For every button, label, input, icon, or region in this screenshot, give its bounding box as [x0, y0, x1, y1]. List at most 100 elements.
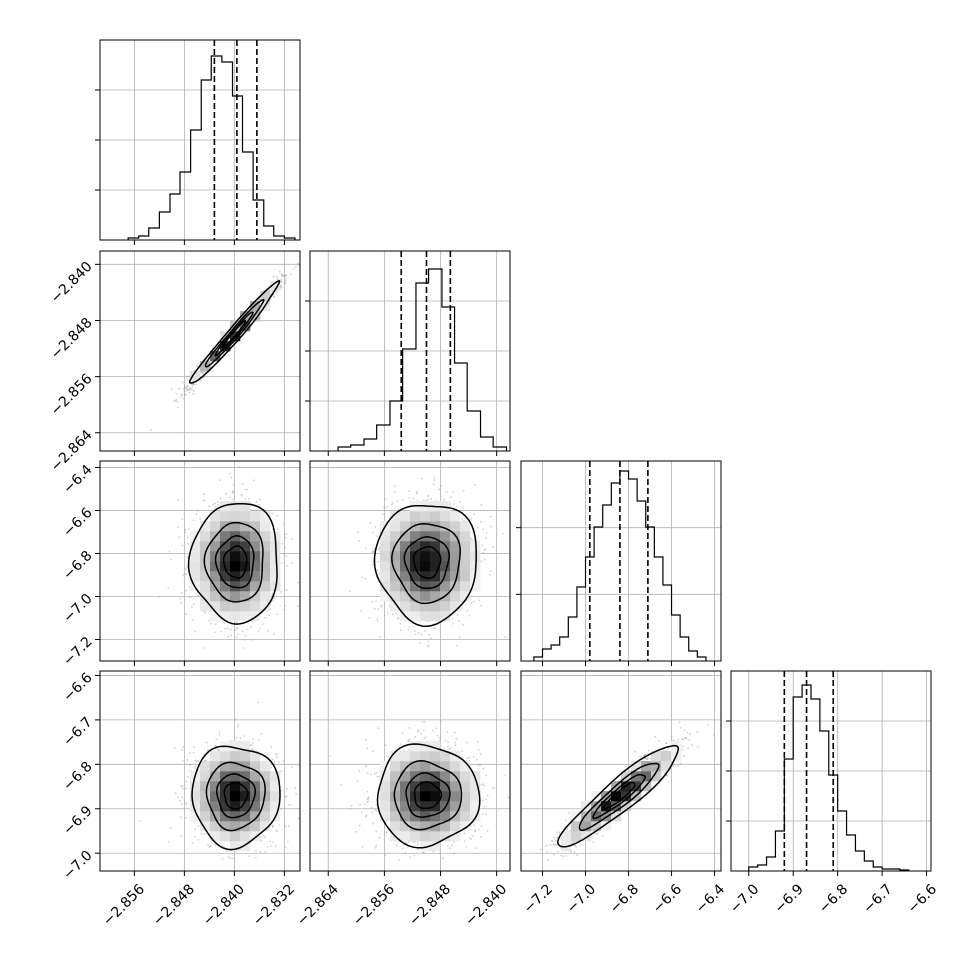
density-cell: [220, 591, 231, 602]
sample-point: [374, 846, 377, 849]
sample-point: [493, 786, 496, 789]
sample-point: [295, 792, 297, 795]
density-cell: [611, 791, 622, 802]
density-cell: [410, 531, 421, 542]
contour-line: [602, 781, 636, 811]
sample-point: [194, 828, 197, 831]
density-cell: [250, 611, 261, 622]
density-cell: [240, 781, 251, 792]
sample-point: [462, 489, 465, 492]
sample-point: [358, 770, 361, 773]
sample-point: [283, 275, 286, 278]
sample-point: [194, 630, 197, 633]
sample-point: [427, 640, 430, 643]
sample-point: [276, 756, 279, 759]
sample-point: [187, 528, 190, 530]
sample-point: [290, 562, 293, 565]
sample-point: [244, 498, 247, 501]
sample-point: [401, 732, 404, 734]
density-cell: [240, 541, 251, 552]
density-cell: [460, 581, 471, 592]
density-cell: [440, 521, 451, 532]
sample-point: [276, 278, 279, 281]
sample-point: [573, 851, 576, 854]
sample-point: [167, 587, 170, 590]
sample-point: [204, 611, 206, 614]
density-cell: [220, 531, 231, 542]
sample-point: [477, 764, 480, 767]
sample-point: [283, 523, 285, 525]
sample-point: [223, 621, 226, 624]
sample-point: [387, 756, 390, 758]
sample-point: [236, 626, 238, 629]
sample-point: [272, 295, 275, 298]
sample-point: [376, 618, 379, 620]
ytick-label-row-1-3: −2.840: [48, 259, 96, 307]
sample-point: [463, 832, 466, 835]
sample-point: [275, 753, 278, 755]
sample-point: [266, 629, 269, 632]
sample-point: [361, 576, 364, 579]
sample-point: [276, 613, 279, 615]
sample-point: [276, 830, 279, 833]
sample-point: [645, 753, 647, 756]
sample-point: [376, 775, 379, 778]
density-cell: [230, 811, 241, 822]
density-cell: [250, 801, 261, 812]
sample-point: [513, 890, 515, 892]
contour-line: [205, 761, 266, 832]
density-cell: [661, 751, 672, 762]
sample-point: [460, 600, 463, 603]
density-cell: [220, 771, 231, 782]
density-cell: [450, 821, 461, 832]
density-cell: [230, 581, 241, 592]
sample-point: [670, 735, 673, 738]
sample-point: [407, 740, 410, 742]
sample-point: [445, 739, 448, 742]
density-cell: [621, 801, 632, 812]
sample-point: [185, 573, 188, 576]
density-cell: [260, 531, 271, 542]
sample-point: [178, 387, 181, 390]
sample-point: [408, 496, 411, 499]
sample-point: [214, 744, 217, 747]
sample-point: [472, 756, 475, 758]
density-cell: [440, 561, 451, 572]
density-cell: [420, 781, 431, 792]
sample-point: [707, 723, 710, 726]
xtick-label-col-0-1: −2.848: [150, 881, 198, 929]
density-cell: [400, 561, 411, 572]
density-cell: [641, 761, 652, 772]
density-cell: [380, 571, 391, 582]
sample-point: [150, 429, 153, 432]
sample-point: [184, 787, 187, 790]
sample-point: [214, 502, 217, 505]
sample-point: [415, 491, 418, 494]
sample-point: [371, 750, 374, 753]
density-cell: [410, 801, 421, 812]
pair-1-2-density: [348, 476, 507, 648]
sample-point: [414, 633, 417, 636]
density-cell: [440, 831, 451, 842]
sample-point: [138, 819, 141, 822]
sample-point: [647, 749, 650, 752]
sample-point: [383, 614, 386, 617]
sample-point: [480, 825, 483, 828]
sample-point: [249, 626, 252, 629]
sample-point: [227, 635, 230, 638]
xtick-label-col-0-3: −2.832: [250, 881, 298, 929]
hist-panel-2-background: [521, 461, 721, 661]
sample-point: [280, 284, 282, 287]
density-cell: [240, 601, 251, 612]
sample-point: [414, 736, 417, 738]
sample-point: [287, 804, 290, 807]
sample-point: [418, 642, 421, 645]
density-cell: [380, 561, 391, 572]
sample-point: [416, 843, 419, 846]
density-cell: [380, 531, 391, 542]
density-cell: [460, 771, 471, 782]
sample-point: [525, 877, 527, 879]
density-cell: [220, 801, 231, 812]
sample-point: [192, 842, 194, 844]
sample-point: [451, 844, 453, 847]
